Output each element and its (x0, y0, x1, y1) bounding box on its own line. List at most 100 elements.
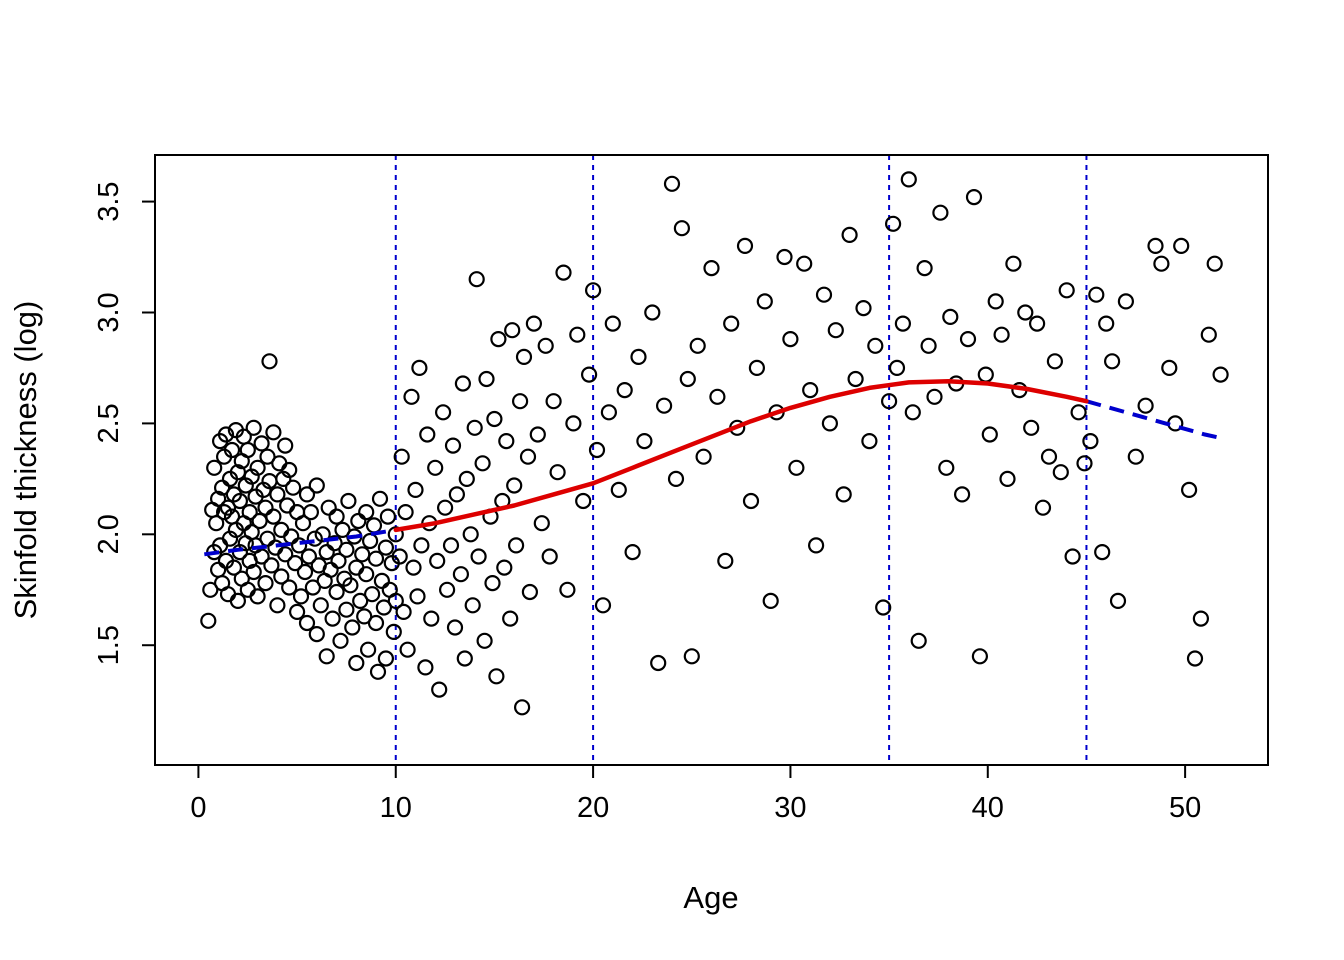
scatter-point (920, 337, 937, 354)
scatter-point (322, 561, 339, 578)
scatter-point (938, 459, 955, 476)
scatter-point (413, 537, 430, 554)
scatter-point (1058, 282, 1075, 299)
scatter-point (827, 322, 844, 339)
scatter-point (358, 566, 375, 583)
scatter-point (338, 541, 355, 558)
scatter-point (470, 548, 487, 565)
scatter-point (405, 559, 422, 576)
scatter-point (427, 459, 444, 476)
scatter-point (717, 552, 734, 570)
scatter-point (375, 599, 392, 616)
scatter-point (959, 331, 977, 348)
scatter-point (439, 581, 456, 598)
scatter-point (981, 426, 998, 443)
scatter-point (977, 366, 994, 383)
scatter-point (318, 648, 335, 665)
scatter-point (616, 382, 633, 399)
scatter-point (367, 614, 385, 632)
scatter-point (498, 433, 515, 450)
scatter-point (1186, 650, 1204, 667)
scatter-point (210, 561, 227, 578)
scatter-point (462, 526, 479, 543)
scatter-point (277, 546, 294, 563)
scatter-point (703, 260, 720, 277)
scatter-point (377, 539, 394, 556)
x-tick-label: 40 (972, 792, 1004, 824)
scatter-point (545, 393, 562, 410)
scatter-point (506, 477, 523, 494)
scatter-point (484, 574, 501, 592)
scatter-point (575, 492, 592, 510)
scatter-point (1127, 448, 1144, 465)
scatter-point (407, 481, 424, 498)
scatter-point (296, 563, 314, 581)
scatter-point (588, 441, 606, 459)
scatter-point (1028, 315, 1046, 332)
scatter-point (667, 470, 685, 487)
scatter-point (251, 512, 268, 530)
scatter-point (292, 588, 310, 605)
scatter-point (458, 470, 475, 487)
scatter-point (377, 650, 394, 667)
scatter-point (397, 503, 414, 521)
scatter-point (308, 625, 325, 643)
scatter-point (847, 370, 864, 388)
scatter-point (1206, 255, 1223, 272)
x-tick-label: 20 (577, 792, 609, 824)
scatter-point (371, 490, 389, 507)
scatter-point (709, 388, 726, 405)
scatter-point (385, 623, 402, 641)
scatter-point (916, 260, 933, 277)
scatter-point (748, 359, 766, 376)
scatter-point (884, 215, 902, 232)
scatter-point (294, 515, 312, 532)
scatter-point (257, 574, 274, 592)
scatter-point (511, 393, 529, 410)
scatter-point (584, 282, 602, 299)
scatter-point (231, 492, 248, 510)
scatter-point (521, 583, 539, 601)
scatter-point (245, 419, 262, 436)
scatter-point (1088, 286, 1105, 303)
scatter-point (277, 437, 294, 454)
scatter-point (478, 370, 495, 388)
scatter-point (431, 681, 448, 698)
scatter-point (504, 322, 521, 339)
scatter-point (391, 548, 408, 565)
scatter-point (888, 359, 906, 376)
scatter-point (448, 486, 465, 503)
extrapolation-left-line (204, 527, 397, 557)
scatter-point (245, 563, 262, 581)
scatter-point (253, 435, 270, 452)
scatter-point (1200, 326, 1217, 343)
scatter-point (679, 370, 696, 388)
scatter-point (971, 648, 989, 665)
y-tick-label: 2.5 (93, 403, 125, 443)
scatter-point (350, 512, 367, 530)
y-tick-label: 3.5 (93, 181, 125, 221)
scatter-point (200, 612, 217, 629)
scatter-point (442, 537, 460, 554)
scatter-point (1173, 237, 1190, 254)
scatter-point (437, 499, 454, 516)
scatter-point (259, 530, 276, 547)
scatter-point (742, 492, 760, 510)
scatter-point (1052, 464, 1069, 481)
scatter-point (904, 404, 921, 421)
scatter-point (610, 481, 627, 498)
scatter-point (488, 668, 505, 685)
scatter-point (239, 581, 256, 598)
scatter-point (259, 448, 276, 465)
scatter-point (476, 632, 493, 649)
x-tick-label: 10 (380, 792, 412, 824)
scatter-point (663, 175, 681, 192)
scatter-point (454, 375, 471, 392)
scatter-point (446, 619, 464, 636)
plot-area: 0 10 20 30 40 50 1.5 2.0 2.5 3.0 3.5 (93, 154, 1269, 824)
scatter-point (466, 419, 483, 436)
scatter-point (490, 331, 507, 348)
scatter-point (549, 464, 566, 481)
x-tick-label: 50 (1169, 792, 1201, 824)
scatter-point (281, 461, 298, 479)
